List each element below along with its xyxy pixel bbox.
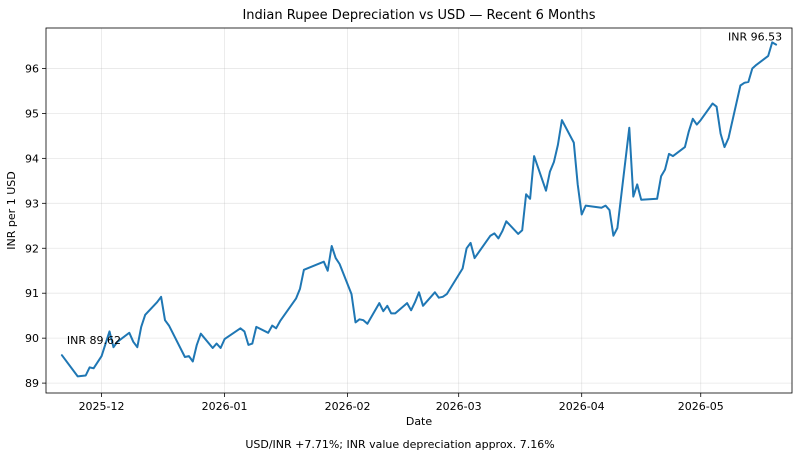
plot-area-frame [45, 27, 793, 394]
y-axis-label: INR per 1 USD [5, 171, 18, 249]
y-axis-ticks: 89 90 91 92 93 94 95 96 [25, 62, 46, 390]
y-tick-label: 94 [25, 152, 39, 165]
x-tick-label: 2026-01 [202, 400, 248, 413]
x-grid [101, 28, 702, 393]
y-tick-label: 95 [25, 107, 39, 120]
y-tick-label: 93 [25, 197, 39, 210]
y-grid [46, 68, 792, 384]
x-tick-label: 2025-12 [79, 400, 125, 413]
annotations: INR 89.62 INR 96.53 [67, 31, 782, 348]
x-tick-label: 2026-05 [678, 400, 724, 413]
chart-footnote: USD/INR +7.71%; INR value depreciation a… [245, 438, 554, 451]
x-axis-ticks: 2025-12 2026-01 2026-02 2026-03 2026-04 2026-… [79, 393, 724, 413]
y-tick-label: 90 [25, 332, 39, 345]
x-axis-label: Date [406, 415, 433, 428]
y-tick-label: 96 [25, 62, 39, 75]
inr-usd-line [60, 41, 778, 378]
x-tick-label: 2026-04 [559, 400, 605, 413]
y-tick-label: 91 [25, 287, 39, 300]
x-tick-label: 2026-03 [436, 400, 482, 413]
end-value-annotation: INR 96.53 [728, 31, 782, 44]
start-value-annotation: INR 89.62 [67, 334, 121, 347]
x-tick-label: 2026-02 [325, 400, 371, 413]
y-tick-label: 89 [25, 377, 39, 390]
y-tick-label: 92 [25, 242, 39, 255]
chart-title: Indian Rupee Depreciation vs USD — Recen… [242, 8, 595, 23]
